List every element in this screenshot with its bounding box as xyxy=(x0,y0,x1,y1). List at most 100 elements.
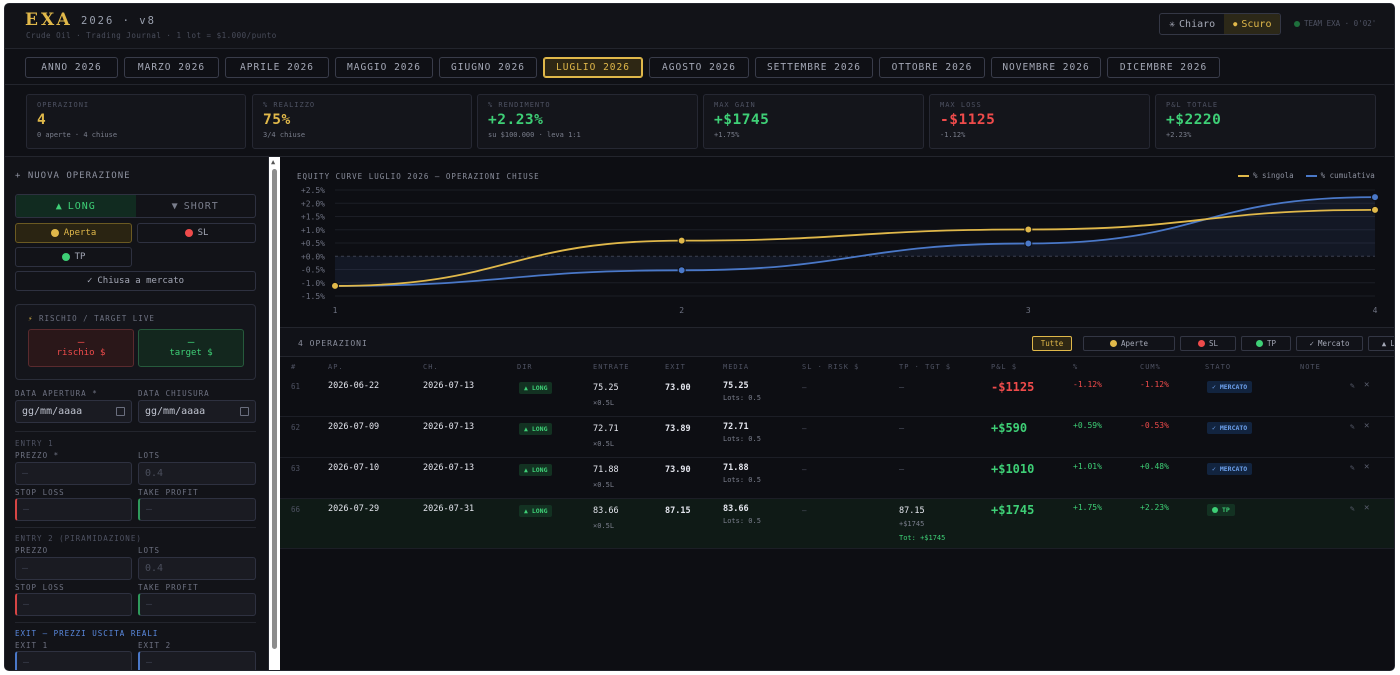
triangle-up-icon: ▲ xyxy=(55,200,63,212)
pnl-value: +$590 xyxy=(991,421,1028,435)
theme-dark-button[interactable]: ● Scuro xyxy=(1224,14,1281,34)
month-tab[interactable]: OTTOBRE 2026 xyxy=(879,57,985,78)
month-tab[interactable]: AGOSTO 2026 xyxy=(649,57,749,78)
scroll-up-icon[interactable]: ▲ xyxy=(271,158,276,166)
column-header: AP. xyxy=(328,363,344,371)
legend-item-cumulativa: % cumulativa xyxy=(1305,171,1375,180)
pnl-value: +$1745 xyxy=(991,503,1035,517)
stat-sub: +2.23% xyxy=(1166,131,1192,139)
edit-icon[interactable]: ✎ xyxy=(1350,381,1355,390)
entry1-tp-input[interactable]: — xyxy=(138,498,256,521)
entry2-lots-input[interactable]: 0.4 xyxy=(138,557,256,580)
pct-value: +1.01% xyxy=(1073,462,1102,471)
table-row[interactable]: 61 2026-06-22 2026-07-13 ▲ LONG 75.25 ×0.5L 73… xyxy=(280,376,1394,417)
column-header: % xyxy=(1073,363,1079,371)
y-tick-label: +2.0% xyxy=(301,199,325,208)
entry2-price-input[interactable]: — xyxy=(15,557,132,580)
month-tab[interactable]: GIUGNO 2026 xyxy=(439,57,537,78)
month-tab[interactable]: NOVEMBRE 2026 xyxy=(991,57,1101,78)
avg-lots: Lots: 0.5 xyxy=(723,394,761,402)
filter-aperte-button[interactable]: Aperte xyxy=(1083,336,1175,351)
filter-mercato-button[interactable]: ✓ Mercato xyxy=(1296,336,1363,351)
left-scrollbar[interactable]: ▲ xyxy=(269,157,280,670)
delete-icon[interactable]: ✕ xyxy=(1364,380,1370,390)
y-tick-label: +0.5% xyxy=(301,239,325,248)
calendar-icon[interactable] xyxy=(116,407,125,416)
close-date: 2026-07-13 xyxy=(423,463,475,473)
filter-tutte-button[interactable]: Tutte xyxy=(1032,336,1072,351)
status-sl-button[interactable]: SL xyxy=(137,223,256,243)
entry2-sl-input[interactable]: — xyxy=(15,593,132,616)
stat-card: OPERAZIONI 4 0 aperte · 4 chiuse xyxy=(26,94,246,149)
column-header: P&L $ xyxy=(991,363,1018,371)
pct-value: +0.59% xyxy=(1073,421,1102,430)
calendar-icon[interactable] xyxy=(240,407,249,416)
scroll-thumb[interactable] xyxy=(272,169,277,649)
delete-icon[interactable]: ✕ xyxy=(1364,503,1370,513)
avg-price: 83.66 xyxy=(723,504,749,514)
month-tab[interactable]: ANNO 2026 xyxy=(25,57,118,78)
app-logo: EXA xyxy=(25,10,73,30)
stat-sub: -1.12% xyxy=(940,131,966,139)
app-window: EXA 2026 · v8 Crude Oil · Trading Journa… xyxy=(4,3,1395,671)
long-button[interactable]: ▲ LONG xyxy=(16,195,136,217)
entry1-sl-input[interactable]: — xyxy=(15,498,132,521)
y-tick-label: +0.0% xyxy=(301,252,325,261)
month-tab[interactable]: MARZO 2026 xyxy=(124,57,219,78)
entry2-lots-label: LOTS xyxy=(138,546,161,555)
delete-icon[interactable]: ✕ xyxy=(1364,421,1370,431)
row-number: 61 xyxy=(291,382,301,391)
sl-risk: — xyxy=(802,383,807,392)
entry-lots: ×0.5L xyxy=(593,440,615,448)
row-number: 66 xyxy=(291,505,301,514)
month-tab[interactable]: MAGGIO 2026 xyxy=(335,57,433,78)
filter-tp-button[interactable]: TP xyxy=(1241,336,1291,351)
status-badge: TP xyxy=(1207,504,1235,516)
month-tab[interactable]: SETTEMBRE 2026 xyxy=(755,57,873,78)
exit1-input[interactable]: — xyxy=(15,651,132,670)
data-apertura-input[interactable]: gg/mm/aaaa xyxy=(15,400,132,423)
column-header: # xyxy=(291,363,297,371)
y-tick-label: -0.5% xyxy=(301,266,325,275)
new-operation-panel: + NUOVA OPERAZIONE ▲ LONG ▼ SHORT Aperta S… xyxy=(5,157,269,670)
filter-long-button[interactable]: ▲Long xyxy=(1368,336,1394,351)
stat-card: % REALIZZO 75% 3/4 chiuse xyxy=(252,94,472,149)
short-button[interactable]: ▼ SHORT xyxy=(171,200,219,212)
data-point xyxy=(677,266,686,275)
table-row[interactable]: 66 2026-07-29 2026-07-31 ▲ LONG 83.66 ×0.5L 87… xyxy=(280,499,1394,549)
theme-light-button[interactable]: ✳ Chiaro xyxy=(1160,14,1224,34)
entry1-price-input[interactable]: — xyxy=(15,462,132,485)
entry-price: 75.25 xyxy=(593,383,619,393)
data-chiusura-input[interactable]: gg/mm/aaaa xyxy=(138,400,256,423)
stat-sub: 3/4 chiuse xyxy=(263,131,306,139)
tp-sub: +$1745 xyxy=(899,520,925,528)
edit-icon[interactable]: ✎ xyxy=(1350,463,1355,472)
team-status: TEAM EXA · 0'02' xyxy=(1294,19,1376,28)
entry1-lots-input[interactable]: 0.4 xyxy=(138,462,256,485)
status-tp-button[interactable]: TP xyxy=(15,247,132,267)
month-tab[interactable]: LUGLIO 2026 xyxy=(543,57,643,78)
entry1-title: ENTRY 1 xyxy=(15,439,54,448)
data-point xyxy=(677,236,686,245)
entry2-tp-input[interactable]: — xyxy=(138,593,256,616)
edit-icon[interactable]: ✎ xyxy=(1350,422,1355,431)
pct-value: +1.75% xyxy=(1073,503,1102,512)
delete-icon[interactable]: ✕ xyxy=(1364,462,1370,472)
month-tab[interactable]: APRILE 2026 xyxy=(225,57,329,78)
table-row[interactable]: 62 2026-07-09 2026-07-13 ▲ LONG 72.71 ×0.5L 73… xyxy=(280,417,1394,458)
divider xyxy=(15,431,256,432)
table-row[interactable]: 63 2026-07-10 2026-07-13 ▲ LONG 71.88 ×0.5L 73… xyxy=(280,458,1394,499)
operations-header: 4 OPERAZIONI Tutte Aperte SL TP ✓Mercato ▲Lon… xyxy=(280,327,1394,357)
exit2-input[interactable]: — xyxy=(138,651,256,670)
edit-icon[interactable]: ✎ xyxy=(1350,504,1355,513)
yellow-dot-icon xyxy=(50,229,59,237)
dot-icon xyxy=(1255,340,1263,347)
filter-sl-button[interactable]: SL xyxy=(1180,336,1236,351)
y-tick-label: -1.5% xyxy=(301,292,325,301)
status-mercato-button[interactable]: ✓ Chiusa a mercato xyxy=(15,271,256,291)
month-tab[interactable]: DICEMBRE 2026 xyxy=(1107,57,1220,78)
sl-risk: — xyxy=(802,506,807,515)
stat-card: % RENDIMENTO +2.23% su $100.000 · leva 1:1 xyxy=(477,94,698,149)
status-aperta-button[interactable]: Aperta xyxy=(15,223,132,243)
avg-price: 71.88 xyxy=(723,463,749,473)
